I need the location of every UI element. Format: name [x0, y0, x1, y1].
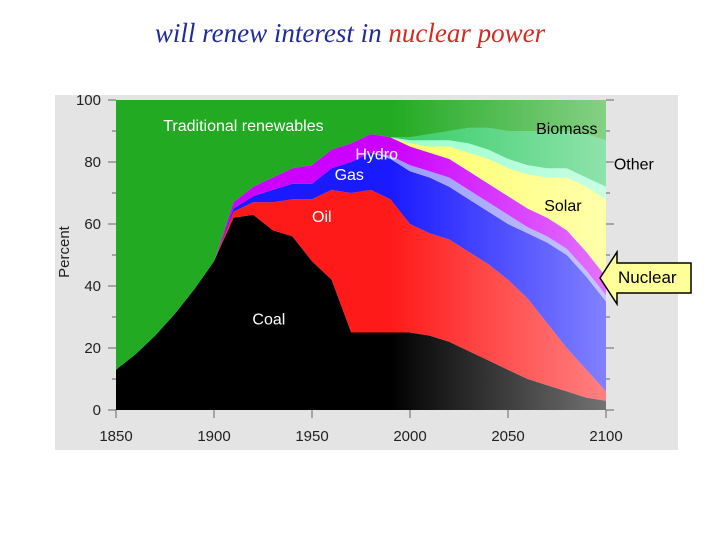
- x-tick-label: 1950: [295, 428, 328, 445]
- series-label-other: Other: [614, 157, 655, 174]
- x-tick-label: 2100: [589, 428, 622, 445]
- title-part-2: nuclear power: [388, 18, 546, 48]
- y-tick-label: 0: [93, 402, 101, 419]
- series-label-traditional-renewables: Traditional renewables: [163, 118, 323, 135]
- title-part-1: will renew interest in: [154, 18, 382, 48]
- y-tick-label: 80: [84, 154, 101, 171]
- y-tick-label: 100: [76, 92, 101, 109]
- y-tick-label: 60: [84, 216, 101, 233]
- nuclear-callout-arrow: [599, 250, 692, 306]
- series-label-oil: Oil: [312, 209, 332, 226]
- series-label-biomass: Biomass: [536, 121, 597, 138]
- x-tick-label: 2000: [393, 428, 426, 445]
- series-label-gas: Gas: [335, 167, 364, 184]
- series-label-coal: Coal: [252, 312, 285, 329]
- x-tick-label: 2050: [491, 428, 524, 445]
- x-tick-label: 1850: [99, 428, 132, 445]
- series-label-hydro: Hydro: [355, 147, 398, 164]
- slide-title: will renew interest in nuclear power: [0, 18, 700, 49]
- y-axis-label: Percent: [56, 225, 73, 278]
- series-labels-group: Coal Oil Gas Hydro Solar Biomass Other Traditio…: [163, 118, 654, 329]
- nuclear-callout-label: Nuclear: [618, 268, 677, 287]
- series-label-solar: Solar: [544, 198, 582, 215]
- x-tick-label: 1900: [197, 428, 230, 445]
- area-traditional-renewables: [116, 100, 606, 370]
- y-tick-label: 20: [84, 340, 101, 357]
- y-tick-label: 40: [84, 278, 101, 295]
- projection-fade: [390, 100, 606, 410]
